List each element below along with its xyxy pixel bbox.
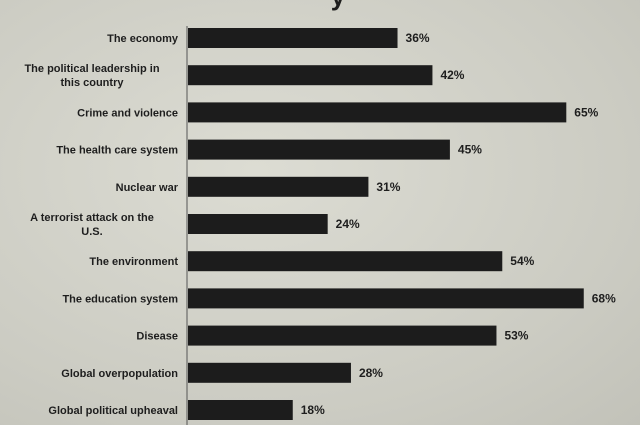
bar	[188, 288, 584, 309]
bar	[188, 139, 450, 160]
bar	[188, 28, 398, 48]
bar-value-label: 45%	[458, 143, 482, 157]
chart-title-fragment: y	[318, 0, 358, 9]
category-label: Global political upheaval	[48, 405, 178, 417]
bar-value-label: 28%	[359, 366, 383, 380]
bar-value-label: 53%	[504, 329, 528, 343]
bar	[188, 102, 567, 123]
bar-value-label: 68%	[592, 291, 616, 305]
bar-value-label: 65%	[574, 105, 598, 119]
bar-value-label: 18%	[301, 403, 325, 417]
bar-value-label: 31%	[376, 180, 400, 194]
category-label: Global overpopulation	[61, 368, 178, 380]
bar-value-label: 42%	[440, 68, 464, 82]
category-label: Crime and violence	[77, 107, 178, 119]
bar	[188, 214, 328, 234]
bar	[188, 325, 497, 346]
bar	[188, 65, 433, 86]
bar	[188, 362, 351, 383]
bar	[188, 400, 293, 420]
category-label: The economy	[107, 33, 179, 45]
bar-value-label: 54%	[510, 254, 534, 268]
bar	[188, 251, 503, 272]
bar-value-label: 36%	[406, 31, 430, 45]
category-label: The political leadership in this country	[24, 63, 159, 89]
category-label: The health care system	[56, 145, 178, 157]
category-label: Nuclear war	[116, 182, 179, 194]
category-label: A terrorist attack on the U.S.	[30, 212, 154, 238]
category-label: Disease	[136, 331, 178, 343]
bar-value-label: 24%	[336, 217, 360, 231]
category-label: The environment	[89, 256, 178, 268]
category-label: The education system	[62, 293, 178, 305]
bar	[188, 176, 369, 197]
